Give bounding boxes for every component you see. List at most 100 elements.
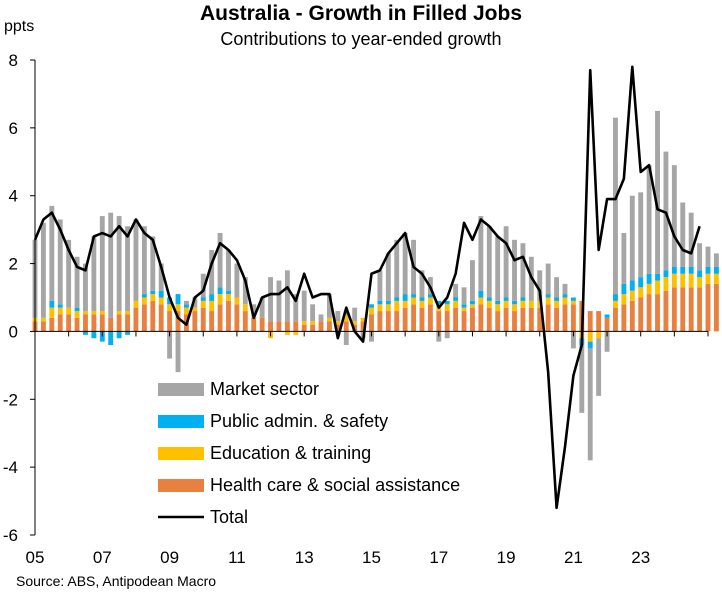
bar-segment-2-57 (512, 300, 517, 305)
bar-segment-3-8 (99, 216, 105, 312)
source-note: Source: ABS, Antipodean Macro (16, 573, 217, 589)
bar-segment-3-3 (57, 219, 63, 305)
bar-segment-0-63 (562, 304, 568, 332)
bar-segment-1-22 (217, 294, 223, 305)
bar-segment-1-30 (284, 331, 290, 335)
bar-segment-2-58 (520, 297, 526, 301)
bar-segment-3-71 (629, 195, 635, 281)
bar-segment-3-74 (655, 110, 660, 274)
bar-segment-1-21 (209, 300, 215, 312)
bar-segment-2-2 (49, 300, 55, 308)
bar-segment-2-77 (680, 266, 686, 274)
bar-segment-3-48 (436, 331, 442, 342)
bar-segment-0-10 (116, 314, 122, 332)
legend-swatch (158, 383, 204, 396)
bar-segment-1-55 (495, 304, 501, 312)
bar-segment-0-2 (49, 317, 55, 332)
bar-segment-2-53 (478, 290, 484, 298)
bar-segment-0-8 (99, 314, 105, 332)
bar-segment-3-35 (327, 294, 332, 318)
bar-segment-2-52 (470, 300, 475, 305)
bar-segment-0-15 (158, 304, 164, 332)
bar-segment-0-30 (284, 321, 290, 332)
bar-segment-0-81 (713, 283, 719, 332)
y-tick-label: -4 (3, 458, 18, 477)
bar-segment-0-12 (133, 307, 139, 332)
bar-segment-2-46 (419, 297, 425, 301)
bar-segment-2-79 (697, 270, 703, 278)
bar-segment-1-77 (680, 273, 686, 288)
bar-segment-3-38 (352, 307, 358, 322)
bar-segment-3-18 (183, 300, 189, 305)
bar-segment-0-33 (310, 324, 316, 332)
bar-segment-1-62 (554, 300, 560, 308)
y-tick-label: 4 (9, 187, 18, 206)
bar-segment-3-57 (512, 239, 517, 301)
bar-segment-1-45 (411, 297, 416, 305)
bar-segment-3-31 (293, 294, 299, 322)
bar-segment-0-27 (259, 317, 265, 332)
bar-segment-2-15 (158, 290, 164, 298)
bar-segment-3-22 (217, 233, 223, 288)
bar-segment-2-10 (116, 331, 122, 339)
bar-segment-3-77 (680, 202, 686, 267)
bar-segment-2-74 (655, 273, 660, 281)
bar-segment-2-22 (217, 287, 223, 295)
bar-segment-1-14 (150, 294, 156, 301)
bar-segment-2-70 (621, 283, 627, 295)
bar-segment-1-64 (570, 300, 576, 305)
bar-segment-0-51 (461, 311, 467, 332)
bar-segment-1-49 (444, 304, 450, 312)
bar-segment-3-28 (268, 277, 273, 322)
bar-segment-0-75 (663, 290, 669, 332)
bar-segment-1-71 (629, 290, 635, 301)
bar-segment-3-23 (226, 250, 231, 291)
bar-segment-1-5 (74, 311, 80, 318)
bar-segment-0-47 (427, 304, 433, 332)
bar-segment-2-7 (91, 331, 97, 339)
x-tick-label: 13 (295, 548, 314, 567)
bar-segment-0-22 (217, 304, 223, 332)
bar-segment-3-80 (705, 246, 711, 267)
bar-segment-1-39 (360, 317, 366, 322)
bar-segment-1-44 (402, 300, 408, 308)
bar-segment-0-39 (360, 321, 366, 332)
bar-segment-2-41 (377, 300, 383, 305)
bar-segment-0-77 (680, 287, 686, 332)
bar-segment-3-6 (83, 263, 88, 312)
bar-segment-1-35 (327, 317, 332, 322)
bar-segment-0-7 (91, 314, 97, 332)
bar-segment-1-59 (528, 300, 534, 308)
bar-segment-2-55 (495, 300, 501, 305)
bar-segment-0-78 (688, 287, 694, 332)
bar-segment-1-41 (377, 304, 383, 312)
bar-segment-0-57 (512, 311, 517, 332)
bar-segment-0-24 (234, 304, 240, 332)
bar-segment-2-18 (183, 304, 189, 308)
bar-segment-3-63 (562, 283, 568, 295)
bar-segment-0-17 (175, 311, 181, 332)
bar-segment-2-80 (705, 266, 711, 274)
bar-segment-2-50 (453, 297, 459, 301)
bar-segment-3-34 (318, 314, 324, 322)
bar-segment-1-76 (671, 273, 677, 288)
bar-segment-0-6 (83, 314, 88, 332)
bar-segment-0-14 (150, 300, 156, 332)
bar-segment-0-64 (570, 304, 576, 332)
bar-segment-3-49 (444, 331, 450, 339)
legend-label: Market sector (210, 379, 319, 399)
bar-segment-2-64 (570, 297, 576, 301)
bar-segment-0-1 (40, 321, 46, 332)
bar-segment-1-80 (705, 273, 711, 284)
bar-segment-2-40 (369, 304, 374, 308)
bar-segment-1-54 (486, 300, 492, 308)
bar-segment-0-37 (343, 321, 349, 332)
bar-segment-3-11 (125, 226, 130, 312)
bar-segment-0-28 (268, 321, 273, 332)
bar-segment-3-44 (402, 233, 408, 295)
bar-segment-0-59 (528, 307, 534, 332)
bar-segment-2-14 (150, 290, 156, 295)
bar-segment-0-50 (453, 307, 459, 332)
bar-segment-1-57 (512, 304, 517, 312)
bar-segment-0-41 (377, 311, 383, 332)
